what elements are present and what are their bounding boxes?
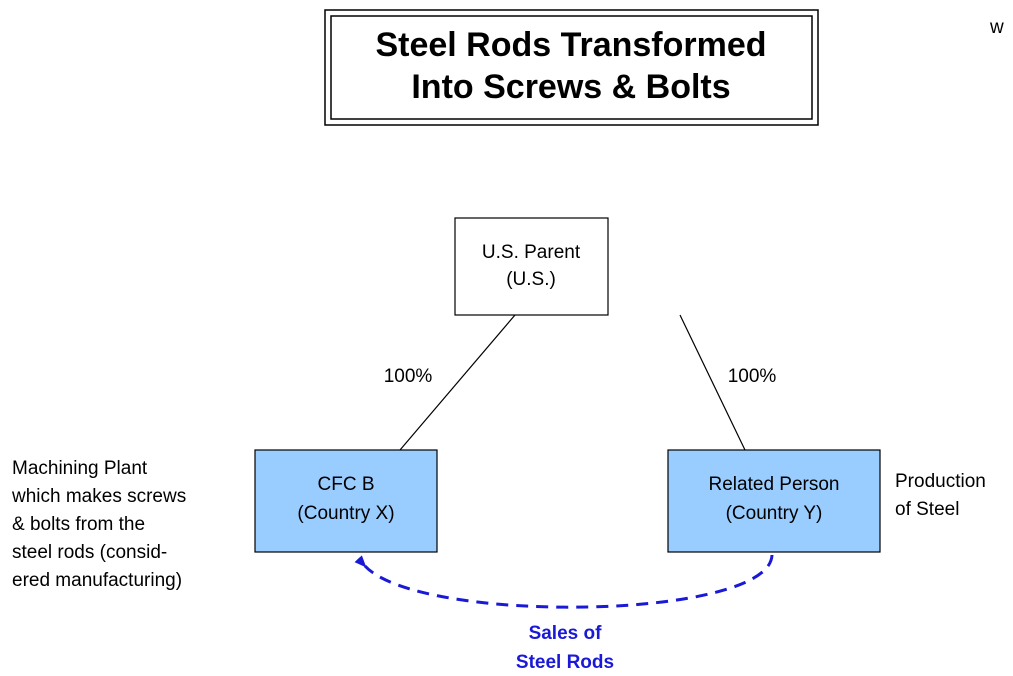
- node-label: (Country Y): [726, 503, 823, 524]
- ownership-line: [679, 314, 746, 451]
- flow-label: Steel Rods: [516, 652, 614, 673]
- title-line: Steel Rods Transformed: [375, 26, 766, 64]
- node-label: CFC B: [318, 474, 375, 495]
- note-line: Production: [895, 471, 986, 492]
- title-frame-outer: [324, 9, 819, 126]
- node-box: [667, 449, 881, 553]
- flow-label: Sales of: [529, 623, 603, 644]
- ownership-line: [399, 314, 516, 451]
- node-label: (U.S.): [506, 269, 556, 290]
- title-frame-inner: [330, 15, 813, 120]
- note-line: steel rods (consid-: [12, 542, 167, 563]
- note-line: ered manufacturing): [12, 570, 182, 591]
- node-box: [454, 217, 609, 316]
- flow-arrow: [354, 554, 774, 609]
- note-line: which makes screws: [11, 486, 186, 507]
- edge-label: 100%: [728, 366, 777, 387]
- corner-text: w: [989, 17, 1004, 38]
- note-line: & bolts from the: [12, 514, 145, 535]
- node-label: (Country X): [297, 503, 394, 524]
- node-label: U.S. Parent: [482, 242, 581, 263]
- node-label: Related Person: [709, 474, 840, 495]
- title-line: Into Screws & Bolts: [411, 68, 730, 106]
- note-left: Machining Plant which makes screws & bol…: [11, 458, 186, 591]
- edge-label: 100%: [384, 366, 433, 387]
- note-line: of Steel: [895, 499, 959, 520]
- node-box: [254, 449, 438, 553]
- note-line: Machining Plant: [12, 458, 148, 479]
- note-right: Production of Steel: [895, 471, 986, 520]
